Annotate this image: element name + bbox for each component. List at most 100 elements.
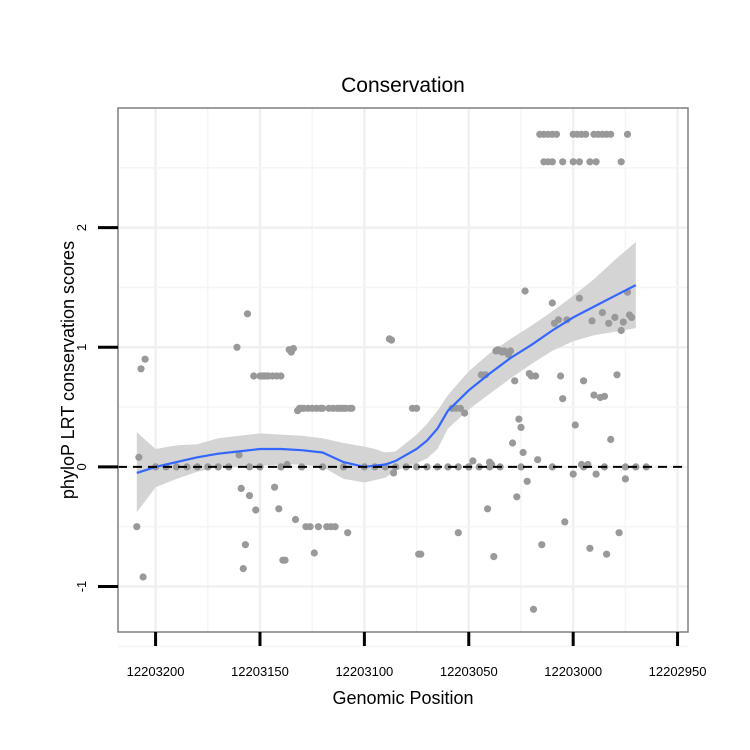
data-point: [548, 299, 556, 307]
data-point: [617, 158, 625, 166]
data-point: [575, 158, 584, 166]
data-point: [508, 439, 517, 447]
data-point: [461, 409, 469, 417]
smooth-line-layer: [136, 284, 637, 474]
data-point: [506, 347, 515, 355]
data-point: [243, 310, 252, 318]
data-point: [548, 158, 556, 166]
data-point: [552, 130, 561, 138]
data-point: [239, 565, 247, 573]
data-point: [607, 130, 615, 138]
confidence-band-layer: [136, 242, 636, 513]
data-point: [592, 470, 600, 478]
data-point: [621, 475, 630, 483]
x-tick-label: 12203200: [127, 664, 185, 679]
data-point: [559, 158, 567, 166]
data-point: [348, 404, 356, 412]
data-point: [619, 318, 627, 326]
y-tick-label: 1: [74, 344, 89, 351]
data-point: [319, 404, 327, 412]
y-tick-label: 0: [74, 463, 89, 470]
data-point: [575, 294, 584, 302]
data-point: [569, 158, 577, 166]
data-point: [139, 573, 147, 581]
data-point: [569, 470, 577, 478]
data-point: [331, 523, 339, 531]
data-point: [456, 404, 464, 412]
data-point: [390, 469, 398, 477]
x-axis-ticks: 12203200 12203150 12203100 12203050 12203000…: [127, 632, 707, 679]
data-point: [519, 448, 527, 457]
data-point: [559, 395, 567, 403]
data-point: [413, 404, 421, 412]
data-point: [141, 355, 149, 363]
data-point: [291, 515, 300, 524]
data-point: [413, 463, 421, 471]
y-axis-ticks: -1 0 1 2: [74, 224, 118, 592]
data-point: [241, 541, 249, 549]
x-tick-label: 12203150: [231, 664, 289, 679]
data-point: [511, 377, 519, 385]
data-point: [529, 605, 538, 613]
data-point: [444, 463, 452, 471]
smooth-line: [136, 284, 637, 474]
data-point: [586, 158, 594, 166]
data-point: [600, 392, 609, 400]
data-point: [621, 463, 630, 471]
data-point: [588, 317, 596, 325]
data-point: [344, 529, 352, 537]
data-point: [245, 492, 254, 500]
data-point: [517, 463, 525, 471]
x-tick-label: 12202950: [649, 664, 707, 679]
data-point: [135, 453, 143, 461]
data-point: [580, 377, 588, 385]
data-point: [310, 549, 318, 557]
y-tick-label: -1: [74, 581, 89, 593]
data-point: [586, 544, 594, 552]
data-point: [548, 463, 556, 471]
data-point: [277, 463, 285, 471]
data-point: [513, 493, 521, 501]
plot-border: [117, 107, 689, 633]
data-point: [133, 523, 141, 531]
data-point: [582, 130, 590, 138]
data-point: [469, 457, 477, 465]
data-point: [517, 423, 525, 431]
data-point: [252, 506, 260, 514]
data-point: [250, 372, 258, 380]
plot-background: [118, 108, 688, 632]
data-point: [490, 553, 498, 561]
data-point: [454, 529, 462, 537]
data-point: [275, 505, 283, 513]
data-point: [314, 523, 322, 531]
data-point: [237, 484, 245, 492]
data-point: [245, 463, 254, 471]
data-point: [532, 372, 540, 380]
y-axis-label: phyloP LRT conservation scores: [58, 241, 78, 499]
data-point: [603, 550, 611, 558]
data-point: [571, 421, 579, 429]
data-point: [607, 435, 615, 443]
data-point: [557, 372, 565, 380]
x-tick-label: 12203050: [440, 664, 498, 679]
x-tick-label: 12203100: [335, 664, 393, 679]
x-tick-label: 12203000: [544, 664, 602, 679]
data-point: [306, 523, 314, 531]
data-point: [271, 483, 279, 491]
data-point: [554, 316, 563, 324]
data-point: [137, 365, 145, 373]
data-point: [592, 158, 600, 166]
data-point: [598, 309, 607, 317]
data-point: [623, 130, 632, 138]
x-axis-label: Genomic Position: [332, 688, 473, 708]
data-point: [277, 372, 285, 380]
data-point: [561, 518, 569, 526]
data-point: [281, 556, 289, 564]
data-point: [628, 313, 636, 321]
data-point: [172, 463, 181, 471]
data-point: [289, 344, 297, 353]
data-point: [615, 529, 623, 537]
data-point: [233, 343, 241, 351]
data-point: [387, 336, 396, 344]
